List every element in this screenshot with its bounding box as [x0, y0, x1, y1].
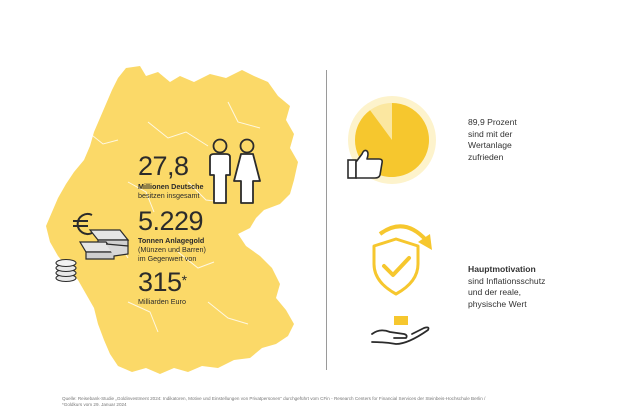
person-female-icon	[233, 138, 261, 204]
gold-number: 5.229	[138, 206, 204, 236]
person-male-icon	[209, 138, 231, 204]
satisfaction-line2: Wertanlage	[468, 140, 512, 150]
gold-line3: im Gegenwert von	[138, 254, 197, 263]
germany-map	[46, 66, 298, 374]
thumbs-up-icon	[347, 149, 383, 179]
value-footnote-mark: *	[181, 272, 187, 288]
people-number: 27,8	[138, 151, 189, 181]
motivation-line1: sind Inflationsschutz	[468, 275, 546, 286]
satisfaction-text: 89,9 Prozent sind mit der Wertanlage zuf…	[468, 117, 517, 163]
euro-icon	[73, 213, 93, 235]
coin-stack-icon	[55, 258, 77, 283]
satisfaction-line1: sind mit der	[468, 128, 513, 139]
people-line2: besitzen insgesamt	[138, 191, 200, 200]
value-caption: Milliarden Euro	[138, 297, 186, 306]
vertical-divider	[326, 70, 327, 370]
hand-icon	[371, 316, 430, 345]
people-line1: Millionen Deutsche	[138, 182, 204, 191]
value-number: 315*	[138, 268, 187, 296]
source-line1: Quelle: Reisebank-Studie „Goldinvestment…	[62, 396, 486, 401]
gold-bars-icon	[78, 229, 130, 260]
people-caption: Millionen Deutsche besitzen insgesamt	[138, 182, 204, 200]
source-line2: *Goldkurs vom 29. Januar 2024	[62, 402, 127, 407]
motivation-title: Hauptmotivation	[468, 264, 536, 274]
motivation-line3: physische Wert	[468, 298, 527, 309]
curved-arrow-icon	[378, 224, 432, 250]
gold-line1: Tonnen Anlagegold	[138, 236, 205, 245]
motivation-text: Hauptmotivation sind Inflationsschutz un…	[468, 264, 545, 310]
satisfaction-percent: 89,9 Prozent	[468, 117, 517, 127]
shield-check-icon	[372, 237, 420, 296]
value-number-text: 315	[138, 267, 182, 297]
gold-caption: Tonnen Anlagegold (Münzen und Barren) im…	[138, 236, 206, 263]
motivation-line2: und der reale,	[468, 287, 522, 297]
satisfaction-line3: zufrieden	[468, 151, 504, 162]
source-note: Quelle: Reisebank-Studie „Goldinvestment…	[62, 396, 582, 408]
gold-line2: (Münzen und Barren)	[138, 245, 206, 254]
